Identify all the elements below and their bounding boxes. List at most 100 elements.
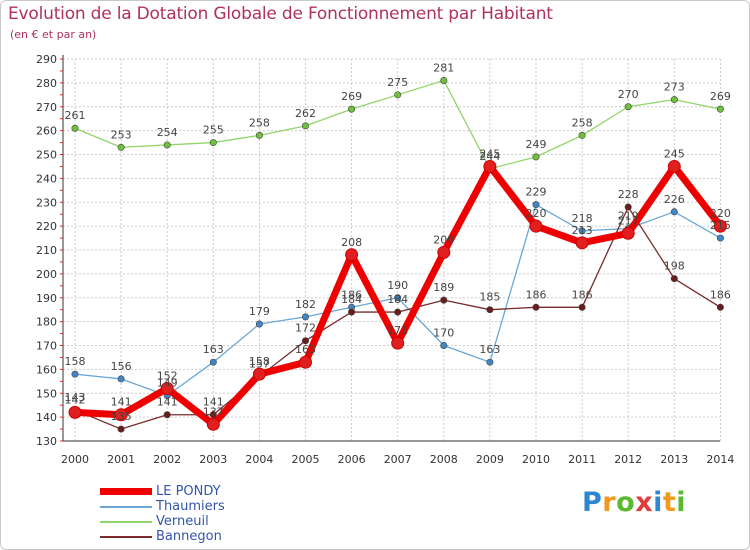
data-label-bannegon: 157 [249,358,270,371]
data-point-bannegon [670,275,678,283]
data-label-verneuil: 255 [203,124,224,137]
y-tick-label: 130 [36,435,57,448]
data-point-verneuil [255,131,263,139]
data-label-verneuil: 269 [341,90,362,103]
x-tick-label: 2003 [199,453,227,466]
data-label-bannegon: 186 [572,288,593,301]
data-point-verneuil [163,141,171,149]
x-tick-label: 2009 [476,453,504,466]
data-label-bannegon: 186 [710,288,731,301]
data-label-verneuil: 262 [295,107,316,120]
data-point-le-pondy [575,236,589,250]
y-tick-label: 180 [36,316,57,329]
data-label-bannegon: 172 [295,322,316,335]
data-point-le-pondy [299,355,312,369]
data-label-verneuil: 281 [433,61,454,74]
data-point-verneuil [209,139,217,147]
data-label-thaumiers: 218 [572,212,593,225]
data-point-le-pondy [114,408,128,422]
data-point-le-pondy [483,159,497,173]
data-point-thaumiers [670,208,678,216]
legend-label-thaumiers: Thaumiers [156,499,225,514]
x-tick-label: 2012 [614,453,642,466]
y-tick-label: 190 [36,292,57,305]
x-tick-label: 2014 [706,453,734,466]
data-point-verneuil [301,122,309,130]
data-point-bannegon [624,203,632,211]
data-label-thaumiers: 170 [433,327,454,340]
data-label-bannegon: 143 [65,391,86,404]
y-tick-label: 230 [36,196,57,209]
legend-label-bannegon: Bannegon [156,529,222,544]
data-label-le-pondy: 171 [387,324,408,337]
data-label-thaumiers: 226 [664,193,685,206]
data-label-bannegon: 198 [664,260,685,273]
y-tick-label: 200 [36,268,57,281]
data-point-le-pondy [206,417,220,431]
data-point-verneuil [394,91,402,99]
legend-swatch-le-pondy [100,488,152,495]
y-tick-label: 160 [36,363,57,376]
data-point-verneuil [670,96,678,104]
y-tick-label: 250 [36,149,57,162]
y-tick-label: 150 [36,387,57,400]
data-point-bannegon [117,425,125,433]
data-point-thaumiers [440,341,448,349]
data-point-bannegon [716,303,724,311]
data-label-le-pondy: 245 [664,147,685,160]
logo-letter: o [616,487,636,518]
data-point-bannegon [440,296,448,304]
data-point-bannegon [394,308,402,316]
data-label-thaumiers: 163 [479,343,500,356]
data-point-le-pondy [391,336,405,350]
data-label-le-pondy: 208 [341,236,362,249]
data-label-thaumiers: 179 [249,305,270,318]
x-tick-label: 2008 [430,453,458,466]
legend-label-le-pondy: LE PONDY [156,484,221,499]
data-label-le-pondy: 220 [710,207,731,220]
data-point-le-pondy [68,405,82,419]
logo-letter: i [653,487,663,518]
data-point-le-pondy [345,248,359,262]
y-tick-label: 280 [36,77,57,90]
data-point-verneuil [624,103,632,111]
data-label-verneuil: 269 [710,90,731,103]
data-point-thaumiers [578,227,586,235]
data-point-verneuil [578,131,586,139]
data-point-verneuil [71,124,79,132]
x-tick-label: 2013 [660,453,688,466]
x-tick-label: 2004 [245,453,273,466]
data-label-thaumiers: 190 [387,279,408,292]
data-label-verneuil: 273 [664,81,685,94]
x-tick-label: 2007 [384,453,412,466]
data-label-thaumiers: 156 [111,360,132,373]
logo-letter: x [635,487,654,518]
data-label-thaumiers: 163 [203,343,224,356]
data-label-le-pondy: 163 [295,343,316,356]
data-label-verneuil: 275 [387,76,408,89]
chart-title: Evolution de la Dotation Globale de Fonc… [8,4,553,24]
data-label-thaumiers: 219 [618,210,639,223]
data-label-thaumiers: 215 [710,219,731,232]
y-tick-label: 270 [36,101,57,114]
data-label-thaumiers: 182 [295,298,316,311]
data-label-bannegon: 135 [111,410,132,423]
y-tick-label: 260 [36,125,57,138]
logo-letter: t [662,487,677,518]
data-point-le-pondy [621,226,635,240]
data-point-verneuil [440,76,448,84]
data-point-verneuil [532,153,540,161]
data-label-le-pondy: 141 [111,396,132,409]
data-point-thaumiers [71,370,79,378]
y-tick-label: 220 [36,220,57,233]
data-point-bannegon [348,308,356,316]
data-point-le-pondy [437,245,451,259]
data-label-le-pondy: 137 [203,405,224,418]
data-label-verneuil: 254 [157,126,178,139]
x-tick-label: 2010 [522,453,550,466]
data-label-bannegon: 185 [479,291,500,304]
y-tick-label: 210 [36,244,57,257]
data-point-thaumiers [394,294,402,302]
data-label-verneuil: 270 [618,88,639,101]
